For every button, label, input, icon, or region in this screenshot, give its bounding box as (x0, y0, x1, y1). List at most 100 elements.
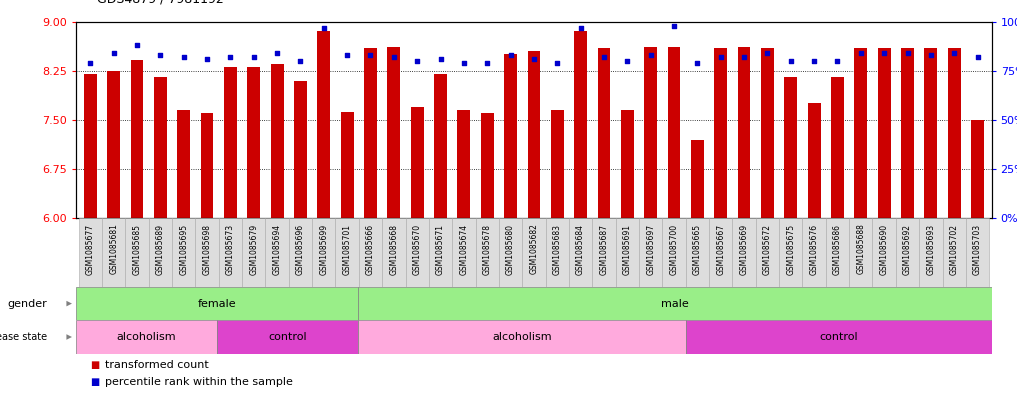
Point (946, 50, 962, 56)
Bar (219, 218, 242, 287)
Bar (528, 51, 540, 218)
Text: GSM1085672: GSM1085672 (763, 224, 772, 275)
Bar (948, 48, 961, 218)
Point (176, 54, 192, 60)
Text: GSM1085691: GSM1085691 (622, 224, 632, 275)
Text: GSM1085700: GSM1085700 (669, 224, 678, 275)
Text: GSM1085692: GSM1085692 (903, 224, 912, 275)
Bar (644, 46, 657, 218)
Bar (78, 218, 102, 287)
Point (690, 60, 706, 66)
Point (526, 56, 542, 62)
Bar (756, 218, 779, 287)
Text: GSM1085690: GSM1085690 (880, 224, 889, 275)
Bar (130, 60, 143, 218)
Point (876, 50, 892, 56)
Bar (901, 48, 914, 218)
Bar (434, 74, 446, 218)
Text: GSM1085702: GSM1085702 (950, 224, 959, 275)
Bar (779, 218, 802, 287)
Bar (358, 320, 686, 354)
Text: gender: gender (7, 299, 47, 309)
Bar (639, 218, 662, 287)
Bar (429, 218, 453, 287)
Bar (458, 110, 470, 218)
Bar (714, 48, 727, 218)
Bar (662, 218, 685, 287)
Text: GSM1085694: GSM1085694 (273, 224, 282, 275)
Text: GSM1085686: GSM1085686 (833, 224, 842, 275)
Bar (336, 218, 359, 287)
Text: GSM1085675: GSM1085675 (786, 224, 795, 275)
Bar (685, 218, 709, 287)
Text: percentile rank within the sample: percentile rank within the sample (105, 377, 293, 387)
Bar (177, 110, 190, 218)
Point (502, 52, 519, 58)
Bar (807, 103, 821, 218)
Bar (504, 54, 517, 218)
Text: GDS4879 / 7981192: GDS4879 / 7981192 (97, 0, 224, 6)
Bar (709, 218, 732, 287)
Point (385, 54, 402, 60)
Text: alcoholism: alcoholism (492, 332, 552, 342)
Point (573, 24, 589, 31)
Bar (271, 64, 284, 218)
Bar (569, 218, 592, 287)
Bar (481, 113, 493, 218)
Bar (523, 218, 545, 287)
Bar (154, 77, 167, 218)
Bar (831, 77, 844, 218)
Bar (873, 218, 896, 287)
Bar (387, 46, 401, 218)
Bar (265, 218, 289, 287)
Point (409, 58, 425, 64)
Text: control: control (820, 332, 858, 342)
Bar (826, 218, 849, 287)
Bar (195, 218, 219, 287)
Bar (217, 320, 358, 354)
Bar (551, 110, 563, 218)
Point (852, 50, 869, 56)
Text: GSM1085687: GSM1085687 (599, 224, 608, 275)
Bar (247, 68, 260, 218)
Point (899, 50, 915, 56)
Text: GSM1085668: GSM1085668 (390, 224, 399, 275)
Point (456, 60, 472, 66)
Point (106, 50, 122, 56)
Text: ■: ■ (89, 377, 100, 387)
Bar (854, 48, 868, 218)
Text: GSM1085698: GSM1085698 (202, 224, 212, 275)
Text: GSM1085697: GSM1085697 (646, 224, 655, 275)
Point (783, 58, 799, 64)
Bar (294, 81, 307, 218)
Bar (317, 31, 331, 218)
Bar (453, 218, 476, 287)
Bar (667, 46, 680, 218)
Text: GSM1085669: GSM1085669 (739, 224, 749, 275)
Text: GSM1085676: GSM1085676 (810, 224, 819, 275)
Point (199, 56, 216, 62)
Bar (732, 218, 756, 287)
Bar (125, 218, 148, 287)
Point (549, 60, 565, 66)
Bar (242, 218, 265, 287)
Point (339, 52, 355, 58)
Bar (172, 218, 195, 287)
Text: GSM1085695: GSM1085695 (179, 224, 188, 275)
Point (736, 54, 753, 60)
Text: control: control (268, 332, 307, 342)
Bar (76, 320, 217, 354)
Bar (545, 218, 569, 287)
Bar (761, 48, 774, 218)
Bar (849, 218, 873, 287)
Text: GSM1085685: GSM1085685 (132, 224, 141, 275)
Text: GSM1085677: GSM1085677 (85, 224, 95, 275)
Point (760, 50, 776, 56)
Text: GSM1085681: GSM1085681 (109, 224, 118, 274)
Bar (83, 74, 97, 218)
Text: GSM1085683: GSM1085683 (553, 224, 561, 275)
Point (82, 60, 99, 66)
Point (315, 24, 332, 31)
Text: GSM1085682: GSM1085682 (530, 224, 538, 274)
Point (969, 54, 985, 60)
